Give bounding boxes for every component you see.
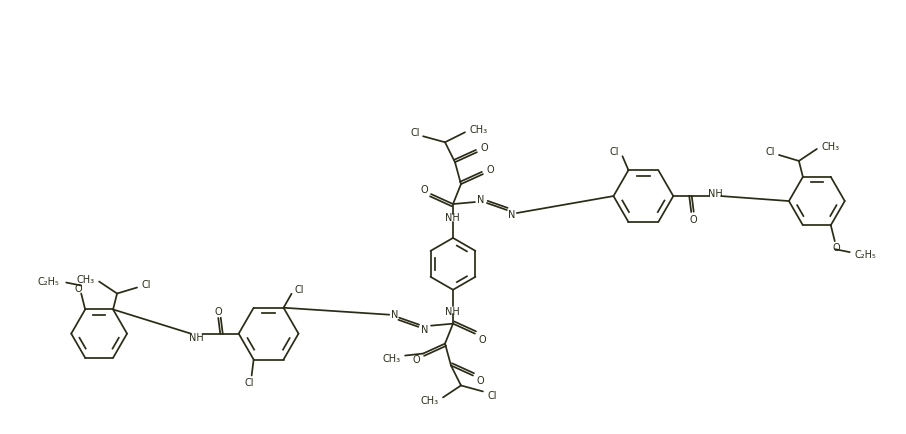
Text: N: N <box>477 194 485 204</box>
Text: N: N <box>508 210 516 220</box>
Text: Cl: Cl <box>245 378 255 388</box>
Text: O: O <box>476 375 484 385</box>
Text: CH₃: CH₃ <box>822 141 840 151</box>
Text: CH₃: CH₃ <box>470 125 488 135</box>
Text: Cl: Cl <box>410 128 419 138</box>
Text: O: O <box>74 283 82 293</box>
Text: Cl: Cl <box>141 279 150 289</box>
Text: C₂H₅: C₂H₅ <box>37 276 59 286</box>
Text: O: O <box>478 334 486 344</box>
Text: CH₃: CH₃ <box>76 274 94 284</box>
Text: NH: NH <box>445 213 459 223</box>
Text: O: O <box>420 184 428 194</box>
Text: Cl: Cl <box>766 147 775 157</box>
Text: O: O <box>412 354 419 364</box>
Text: O: O <box>215 306 223 316</box>
Text: CH₃: CH₃ <box>382 353 400 363</box>
Text: NH: NH <box>708 189 723 199</box>
Text: Cl: Cl <box>610 147 619 157</box>
Text: O: O <box>689 214 697 224</box>
Text: CH₃: CH₃ <box>420 395 439 405</box>
Text: Cl: Cl <box>487 391 496 401</box>
Text: O: O <box>480 143 487 153</box>
Text: NH: NH <box>445 306 459 316</box>
Text: O: O <box>487 165 494 175</box>
Text: C₂H₅: C₂H₅ <box>854 250 876 260</box>
Text: Cl: Cl <box>294 284 304 294</box>
Text: NH: NH <box>189 332 204 342</box>
Text: O: O <box>833 243 841 253</box>
Text: N: N <box>421 324 429 334</box>
Text: N: N <box>390 309 398 319</box>
